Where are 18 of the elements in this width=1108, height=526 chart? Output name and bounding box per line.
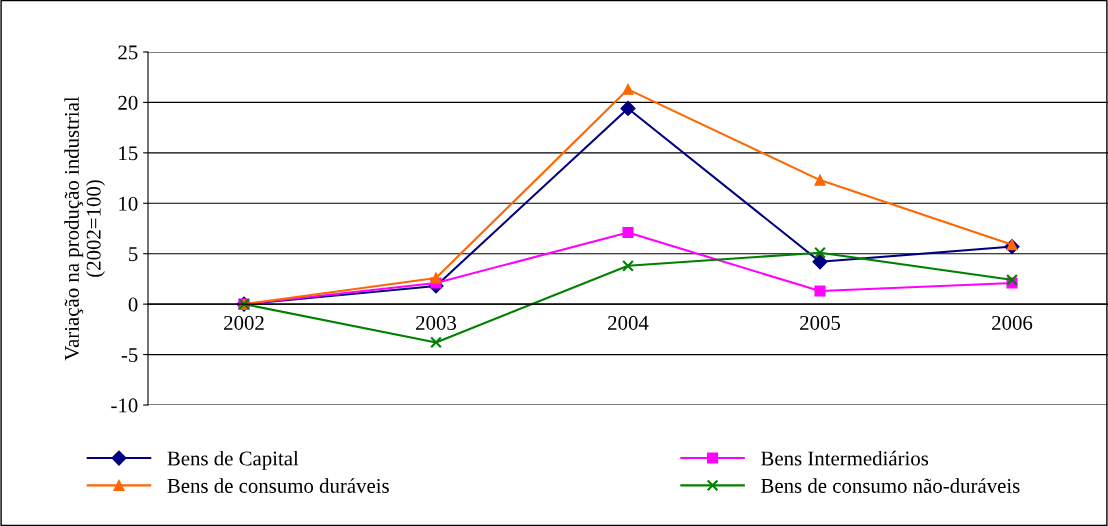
- x-tick-label: 2004: [608, 315, 649, 330]
- x-tick-label: 2003: [416, 315, 457, 330]
- legend-label: Bens de consumo não-duráveis: [761, 478, 1020, 493]
- y-tick-label: -10: [111, 398, 138, 413]
- x-tick-label: 2006: [992, 315, 1033, 330]
- x-tick-label: 2002: [224, 315, 264, 330]
- y-tick-label: 15: [119, 146, 138, 161]
- y-axis-title: Variação na produção industrial (2002=100): [64, 96, 105, 361]
- legend-label: Bens de consumo duráveis: [167, 478, 389, 493]
- y-tick-label: 20: [118, 95, 138, 110]
- y-tick-label: 25: [118, 45, 138, 60]
- legend-label: Bens de Capital: [167, 450, 299, 470]
- y-tick-label: -5: [121, 348, 138, 362]
- y-tick-label: 10: [119, 196, 138, 211]
- y-tick-label: 0: [128, 297, 138, 312]
- y-tick-label: 5: [129, 247, 138, 262]
- x-tick-label: 2005: [800, 315, 841, 330]
- legend-label: Bens Intermediários: [761, 450, 929, 466]
